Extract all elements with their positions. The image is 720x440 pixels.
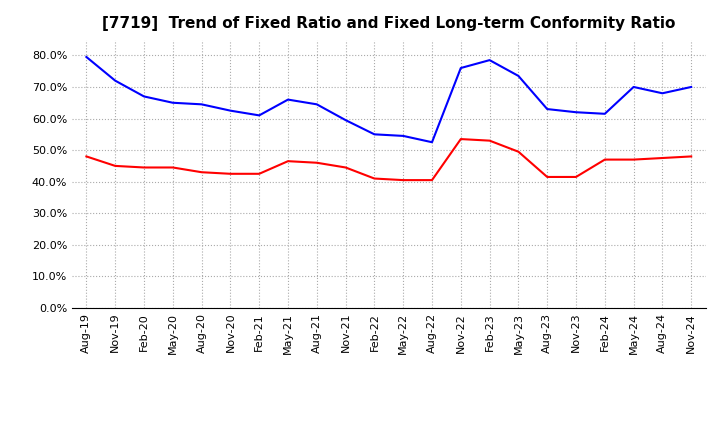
Line: Fixed Ratio: Fixed Ratio [86, 57, 691, 142]
Fixed Ratio [514, 73, 523, 79]
Fixed Long-term Conformity Ratio [226, 171, 235, 176]
Fixed Ratio [82, 54, 91, 59]
Fixed Ratio [485, 58, 494, 63]
Fixed Ratio [255, 113, 264, 118]
Fixed Ratio [629, 84, 638, 90]
Fixed Ratio [572, 110, 580, 115]
Fixed Ratio [226, 108, 235, 113]
Title: [7719]  Trend of Fixed Ratio and Fixed Long-term Conformity Ratio: [7719] Trend of Fixed Ratio and Fixed Lo… [102, 16, 675, 32]
Fixed Long-term Conformity Ratio [687, 154, 696, 159]
Fixed Ratio [687, 84, 696, 90]
Fixed Ratio [399, 133, 408, 139]
Fixed Long-term Conformity Ratio [399, 177, 408, 183]
Fixed Ratio [168, 100, 177, 106]
Fixed Ratio [111, 78, 120, 83]
Fixed Ratio [658, 91, 667, 96]
Fixed Long-term Conformity Ratio [140, 165, 148, 170]
Fixed Long-term Conformity Ratio [341, 165, 350, 170]
Fixed Ratio [456, 66, 465, 71]
Fixed Ratio [341, 117, 350, 123]
Fixed Long-term Conformity Ratio [370, 176, 379, 181]
Fixed Long-term Conformity Ratio [284, 158, 292, 164]
Fixed Ratio [284, 97, 292, 102]
Fixed Long-term Conformity Ratio [312, 160, 321, 165]
Fixed Long-term Conformity Ratio [629, 157, 638, 162]
Fixed Ratio [428, 139, 436, 145]
Fixed Ratio [312, 102, 321, 107]
Line: Fixed Long-term Conformity Ratio: Fixed Long-term Conformity Ratio [86, 139, 691, 180]
Fixed Long-term Conformity Ratio [514, 149, 523, 154]
Fixed Long-term Conformity Ratio [572, 174, 580, 180]
Fixed Ratio [600, 111, 609, 117]
Fixed Long-term Conformity Ratio [600, 157, 609, 162]
Fixed Long-term Conformity Ratio [428, 177, 436, 183]
Fixed Long-term Conformity Ratio [168, 165, 177, 170]
Fixed Long-term Conformity Ratio [111, 163, 120, 169]
Fixed Ratio [370, 132, 379, 137]
Fixed Ratio [197, 102, 206, 107]
Fixed Long-term Conformity Ratio [658, 155, 667, 161]
Fixed Ratio [543, 106, 552, 112]
Fixed Ratio [140, 94, 148, 99]
Fixed Long-term Conformity Ratio [543, 174, 552, 180]
Fixed Long-term Conformity Ratio [197, 169, 206, 175]
Fixed Long-term Conformity Ratio [255, 171, 264, 176]
Fixed Long-term Conformity Ratio [485, 138, 494, 143]
Fixed Long-term Conformity Ratio [456, 136, 465, 142]
Fixed Long-term Conformity Ratio [82, 154, 91, 159]
